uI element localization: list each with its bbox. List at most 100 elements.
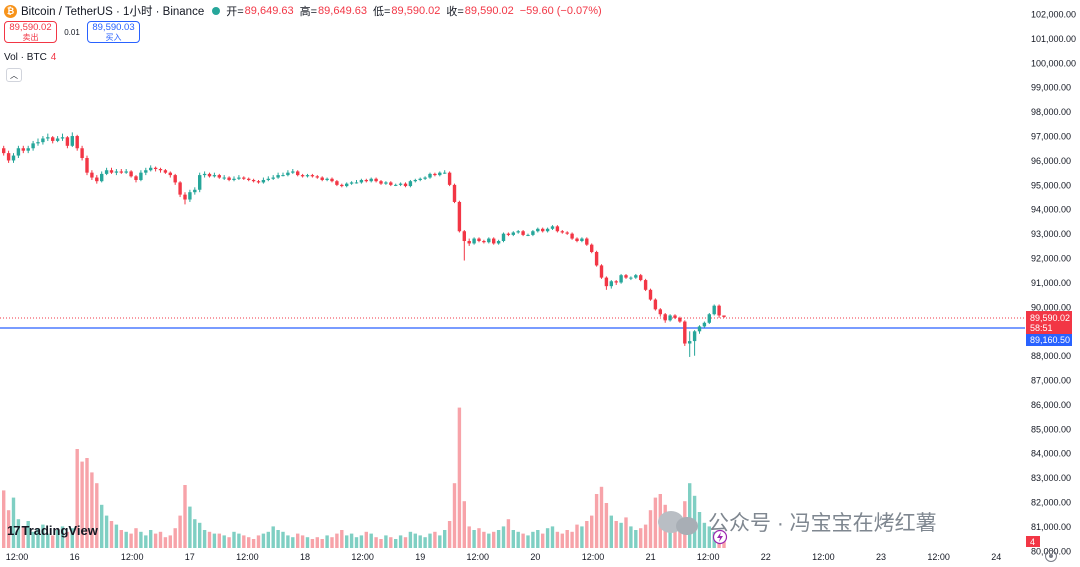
- volume-bar: [163, 537, 168, 548]
- volume-bar: [374, 537, 378, 548]
- volume-bar: [296, 533, 300, 548]
- candle-body: [95, 177, 99, 182]
- time-tick-label: 20: [530, 552, 540, 562]
- candle-body: [487, 238, 491, 243]
- volume-bar: [516, 531, 520, 548]
- candle-body: [433, 173, 437, 176]
- watermark: 公众号 · 冯宝宝在烤红薯: [658, 507, 937, 537]
- candle-body: [634, 275, 638, 278]
- volume-bar: [403, 537, 408, 548]
- volume-bar: [305, 537, 310, 548]
- volume-bar: [114, 524, 119, 548]
- price-tick-label: 88,000.00: [1031, 351, 1071, 361]
- candle-body: [580, 238, 584, 241]
- tradingview-logo[interactable]: 17 TradingView: [7, 523, 98, 538]
- candle-body: [335, 181, 339, 185]
- price-tick-label: 99,000.00: [1031, 83, 1071, 93]
- candle-body: [232, 178, 236, 180]
- volume-bar: [21, 526, 25, 548]
- time-tick-label: 22: [761, 552, 771, 562]
- candle-body: [467, 241, 471, 244]
- candle-body: [149, 167, 153, 171]
- candle-body: [575, 238, 579, 241]
- volume-bar: [639, 528, 643, 548]
- candle-body: [227, 177, 231, 180]
- time-tick-label: 12:00: [697, 552, 720, 562]
- price-axis[interactable]: 102,000.00 101,000.00 100,000.00 99,000.00 9…: [1031, 10, 1076, 557]
- volume-bar: [251, 539, 256, 548]
- volume-bar: [555, 531, 560, 548]
- candle-body: [394, 184, 398, 186]
- price-tick-label: 84,000.00: [1031, 449, 1071, 459]
- sell-button[interactable]: 89,590.02 卖出: [4, 21, 57, 43]
- candle-body: [315, 176, 319, 178]
- volume-bar: [565, 530, 569, 548]
- open-value: 89,649.63: [244, 5, 294, 17]
- candle-body: [11, 155, 16, 161]
- candle-body: [359, 179, 364, 183]
- buy-button[interactable]: 89,590.03 买入: [87, 21, 140, 43]
- candle-body: [222, 177, 226, 179]
- candle-body: [457, 201, 462, 232]
- candle-body: [702, 322, 707, 327]
- settings-icon[interactable]: [1045, 550, 1057, 562]
- volume-bar: [237, 533, 241, 548]
- time-axis[interactable]: 12:00 16 12:00 17 12:00 18 12:00 19 12:00 20 12:00…: [6, 552, 1001, 562]
- candle-body: [300, 175, 305, 177]
- candle-body: [46, 137, 50, 139]
- volume-bar: [590, 515, 594, 548]
- price-tick-label: 95,000.00: [1031, 180, 1071, 190]
- candle-body: [345, 183, 349, 187]
- volume-bar: [168, 535, 172, 548]
- candle-body: [80, 148, 84, 159]
- volume-bar: [6, 510, 11, 548]
- volume-bar: [256, 535, 261, 548]
- chevron-up-icon[interactable]: ︿: [6, 68, 22, 82]
- volume-bar: [276, 530, 280, 548]
- volume-bar: [487, 533, 491, 548]
- candle-body: [139, 172, 143, 180]
- volume-bar: [496, 530, 501, 548]
- symbol-title[interactable]: Bitcoin / TetherUS · 1小时 · Binance: [21, 6, 205, 18]
- price-tick-label: 96,000.00: [1031, 156, 1071, 166]
- price-tick-label: 102,000.00: [1031, 10, 1076, 20]
- candle-body: [447, 172, 452, 185]
- replay-icon[interactable]: [712, 529, 728, 545]
- volume-bar: [178, 515, 182, 548]
- volume-bar: [604, 503, 609, 548]
- wechat-icon: [658, 509, 700, 535]
- candle-body: [668, 315, 672, 321]
- candle-body: [604, 277, 609, 287]
- volume-bar: [183, 485, 187, 548]
- market-status-dot[interactable]: [212, 7, 221, 15]
- change-value: −59.60 (−0.07%): [519, 5, 602, 17]
- volume-bar: [550, 526, 555, 548]
- close-value: 89,590.02: [464, 5, 514, 17]
- volume-bar: [443, 530, 447, 548]
- sell-price: 89,590.02: [9, 21, 52, 33]
- low-label: 低=: [372, 6, 391, 18]
- volume-bar: [266, 531, 270, 548]
- volume-bar: [457, 407, 462, 548]
- volume-bar: [335, 533, 339, 548]
- candle-body: [271, 177, 275, 179]
- candle-body: [643, 280, 648, 290]
- volume-bar: [173, 528, 177, 548]
- candle-body: [712, 305, 716, 315]
- candle-body: [247, 178, 251, 180]
- volume-bar: [271, 526, 275, 548]
- volume-bar: [521, 533, 525, 548]
- volume-bar: [624, 517, 628, 548]
- time-tick-label: 18: [300, 552, 310, 562]
- volume-badge-label: 4: [1030, 537, 1035, 547]
- volume-legend-value: 4: [50, 52, 57, 63]
- spread-value: 0.01: [64, 27, 80, 37]
- candle-body: [183, 194, 187, 200]
- volume-legend[interactable]: Vol · BTC 4: [4, 52, 56, 63]
- volume-bar: [149, 530, 153, 548]
- volume-bar: [207, 531, 212, 548]
- candle-body: [291, 171, 295, 173]
- candle-body: [565, 232, 569, 234]
- candle-body: [85, 158, 89, 173]
